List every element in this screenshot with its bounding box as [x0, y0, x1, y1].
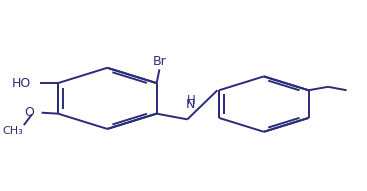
Text: HO: HO — [12, 77, 31, 90]
Text: O: O — [24, 106, 34, 119]
Text: H: H — [186, 94, 195, 107]
Text: CH₃: CH₃ — [2, 126, 23, 136]
Text: Br: Br — [153, 55, 166, 68]
Text: N: N — [186, 98, 196, 111]
